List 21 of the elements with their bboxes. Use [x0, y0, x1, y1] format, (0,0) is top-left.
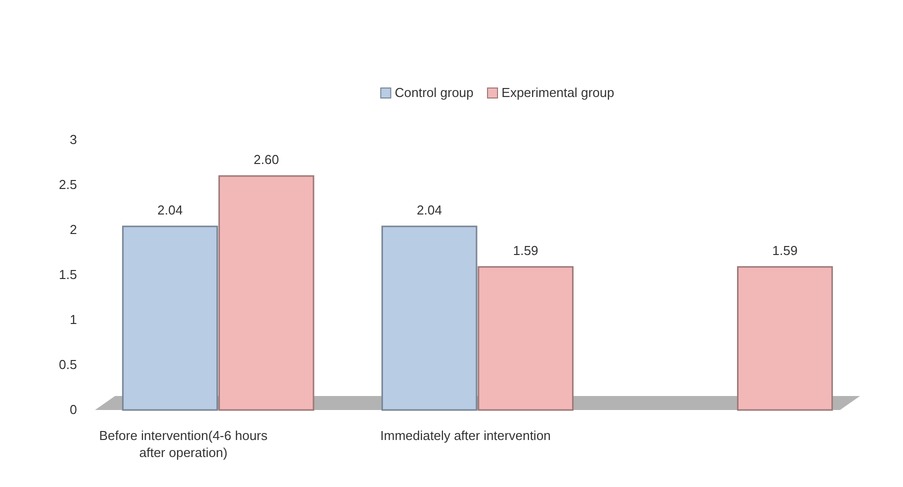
- bar: [737, 266, 833, 411]
- y-tick-label: 0.5: [58, 357, 77, 372]
- y-tick-label: 1: [70, 312, 77, 328]
- legend-label: Experimental group: [502, 85, 614, 100]
- data-label: 1.59: [772, 242, 798, 258]
- data-label: 2.60: [254, 152, 279, 167]
- data-label: 1.59: [512, 242, 538, 258]
- bar: [381, 226, 478, 411]
- data-label: 2.04: [416, 202, 442, 218]
- y-tick-label: 2.5: [58, 177, 77, 192]
- bar: [478, 266, 574, 411]
- legend-label: Control group: [394, 85, 474, 100]
- bar: [122, 226, 218, 411]
- x-tick-label: Before intervention(4-6 hours after operation): [99, 428, 268, 460]
- data-label: 2.04: [157, 202, 183, 218]
- y-tick-label: 0: [70, 402, 77, 418]
- y-tick-label: 2: [70, 222, 77, 238]
- y-tick-label: 1.5: [58, 267, 77, 282]
- bar: [218, 175, 314, 411]
- y-tick-label: 3: [70, 132, 77, 148]
- x-tick-label: Immediately after intervention: [380, 428, 551, 443]
